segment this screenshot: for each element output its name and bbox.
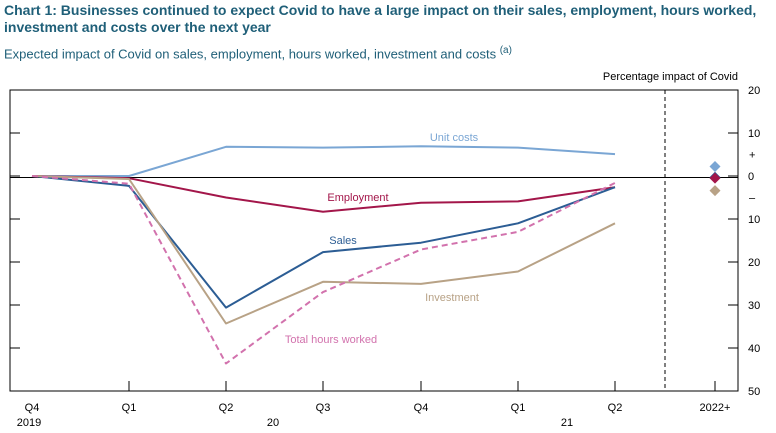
series-labels: Unit costs Employment Sales Investment Total…: [285, 132, 479, 346]
series-line: [31, 175, 616, 325]
x-tick-label: Q1: [511, 402, 526, 414]
series-line: [31, 175, 616, 309]
subtitle-footnote: (a): [499, 45, 512, 56]
series-line: [32, 145, 616, 177]
series-label: Total hours worked: [285, 334, 377, 346]
x-group-label: 21: [561, 417, 573, 429]
y-sign-minus: –: [749, 193, 756, 205]
y-tick-label: 20: [748, 85, 760, 97]
y-tick-label: 30: [748, 300, 760, 312]
series-marker-2022: [709, 172, 721, 184]
series-label: Unit costs: [430, 132, 479, 144]
x-tick-label: Q4: [25, 402, 40, 414]
subtitle-text: Expected impact of Covid on sales, emplo…: [4, 46, 497, 62]
x-tick-label: Q4: [414, 402, 429, 414]
y-tick-label: 10: [748, 214, 760, 226]
series-label: Sales: [329, 235, 357, 247]
series-label: Investment: [425, 292, 479, 304]
series-line: [31, 175, 616, 365]
x-tick-label: 2022+: [700, 402, 731, 414]
axis-ticks: 20 10 0 10 20 30 40 50 + – Q4 Q1 Q2 Q3 Q4 Q1 Q2 2022+ 2019…: [10, 85, 760, 429]
x-tick-label: Q2: [219, 402, 234, 414]
x-tick-label: Q1: [122, 402, 137, 414]
y-axis-label: Percentage impact of Covid: [603, 71, 738, 83]
x-tick-label: Q3: [316, 402, 331, 414]
y-tick-label: 40: [748, 343, 760, 355]
plot-frame: [9, 89, 739, 392]
x-group-label: 2019: [17, 417, 41, 429]
chart-subtitle: Expected impact of Covid on sales, emplo…: [4, 43, 512, 62]
y-tick-label: 10: [748, 128, 760, 140]
series-marker-2022: [709, 185, 721, 197]
y-tick-label: 0: [748, 171, 754, 183]
y-tick-label: 20: [748, 257, 760, 269]
y-sign-plus: +: [749, 150, 755, 162]
chart-title: Chart 1: Businesses continued to expect …: [4, 2, 757, 35]
series-markers: [709, 161, 721, 197]
series-line: [31, 175, 616, 213]
x-tick-label: Q2: [608, 402, 623, 414]
series-marker-2022: [709, 161, 721, 173]
series-label: Employment: [327, 192, 388, 204]
y-tick-label: 50: [748, 386, 760, 398]
series-lines: [31, 145, 616, 365]
x-group-label: 20: [267, 417, 279, 429]
